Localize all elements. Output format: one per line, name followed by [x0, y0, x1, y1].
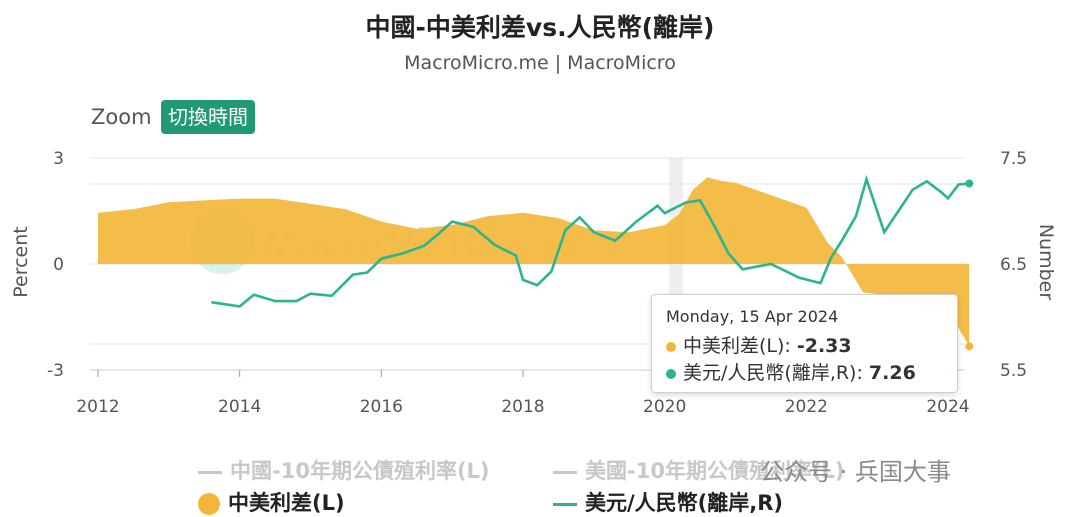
- x-tick-label: 2020: [643, 397, 686, 417]
- chart-subtitle: MacroMicro.me | MacroMicro: [404, 52, 676, 74]
- x-tick-label: 2014: [218, 397, 261, 417]
- x-tick-label: 2024: [926, 397, 969, 417]
- chart-title: 中國-中美利差vs.人民幣(離岸): [365, 13, 715, 42]
- cnh-hover-marker: [965, 179, 974, 188]
- x-tick-label: 2018: [501, 397, 544, 417]
- x-tick-label: 2022: [785, 397, 828, 417]
- tooltip-row-cnh: 美元/人民幣(離岸,R): 7.26: [666, 358, 916, 385]
- wechat-watermark: 公众号 · 兵国大事: [760, 458, 951, 486]
- legend-label-spread: 中美利差(L): [228, 491, 345, 515]
- line-legend-icon: [553, 502, 577, 506]
- legend-label-cn10y: 中國-10年期公債殖利率(L): [230, 459, 490, 483]
- legend-label-cnh: 美元/人民幣(離岸,R): [585, 491, 784, 515]
- tooltip-date: Monday, 15 Apr 2024: [666, 307, 839, 326]
- left-tick-label: -3: [47, 361, 64, 381]
- legend-item-spread[interactable]: 中美利差(L): [198, 487, 345, 517]
- switch-time-button[interactable]: 切換時間: [161, 100, 255, 134]
- tooltip-cnh-label: 美元/人民幣(離岸,R):: [683, 362, 869, 384]
- right-axis-label: Number: [1035, 224, 1057, 301]
- legend-item-us10y[interactable]: 美國-10年期公債殖利率(L): [553, 455, 845, 485]
- x-axis-ticks: 2012 2014 2016 2018 2020 2022 2024: [76, 370, 970, 417]
- right-tick-label: 7.5: [1000, 149, 1027, 169]
- spread-hover-marker: [965, 342, 974, 351]
- tooltip-row-spread: 中美利差(L): -2.33: [666, 331, 852, 358]
- tooltip: Monday, 15 Apr 2024 中美利差(L): -2.33 美元/人民…: [651, 294, 958, 393]
- legend-label-us10y: 美國-10年期公債殖利率(L): [585, 459, 845, 483]
- tooltip-cnh-value: 7.26: [868, 362, 916, 384]
- left-tick-label: 3: [53, 149, 64, 169]
- line-legend-icon: [198, 470, 222, 474]
- right-axis-ticks: 7.5 6.5 5.5: [1000, 149, 1027, 381]
- line-legend-icon: [553, 470, 577, 474]
- x-tick-label: 2012: [76, 397, 119, 417]
- tooltip-spread-value: -2.33: [796, 335, 852, 357]
- tooltip-spread-label: 中美利差(L):: [683, 335, 797, 357]
- left-tick-label: 0: [53, 255, 64, 275]
- circle-legend-icon: [198, 493, 220, 515]
- left-axis-label: Percent: [10, 226, 32, 298]
- cnh-line-series[interactable]: [211, 174, 970, 308]
- cnh-dot-icon: [666, 368, 676, 379]
- right-tick-label: 5.5: [1000, 361, 1027, 381]
- left-axis-ticks: 3 0 -3: [47, 149, 64, 381]
- legend-item-cnh[interactable]: 美元/人民幣(離岸,R): [553, 487, 783, 517]
- x-tick-label: 2016: [360, 397, 403, 417]
- spread-area-series[interactable]: [98, 177, 970, 347]
- zoom-label: Zoom: [91, 105, 152, 129]
- spread-dot-icon: [666, 341, 676, 352]
- legend-item-cn10y[interactable]: 中國-10年期公債殖利率(L): [198, 455, 490, 485]
- right-tick-label: 6.5: [1000, 255, 1027, 275]
